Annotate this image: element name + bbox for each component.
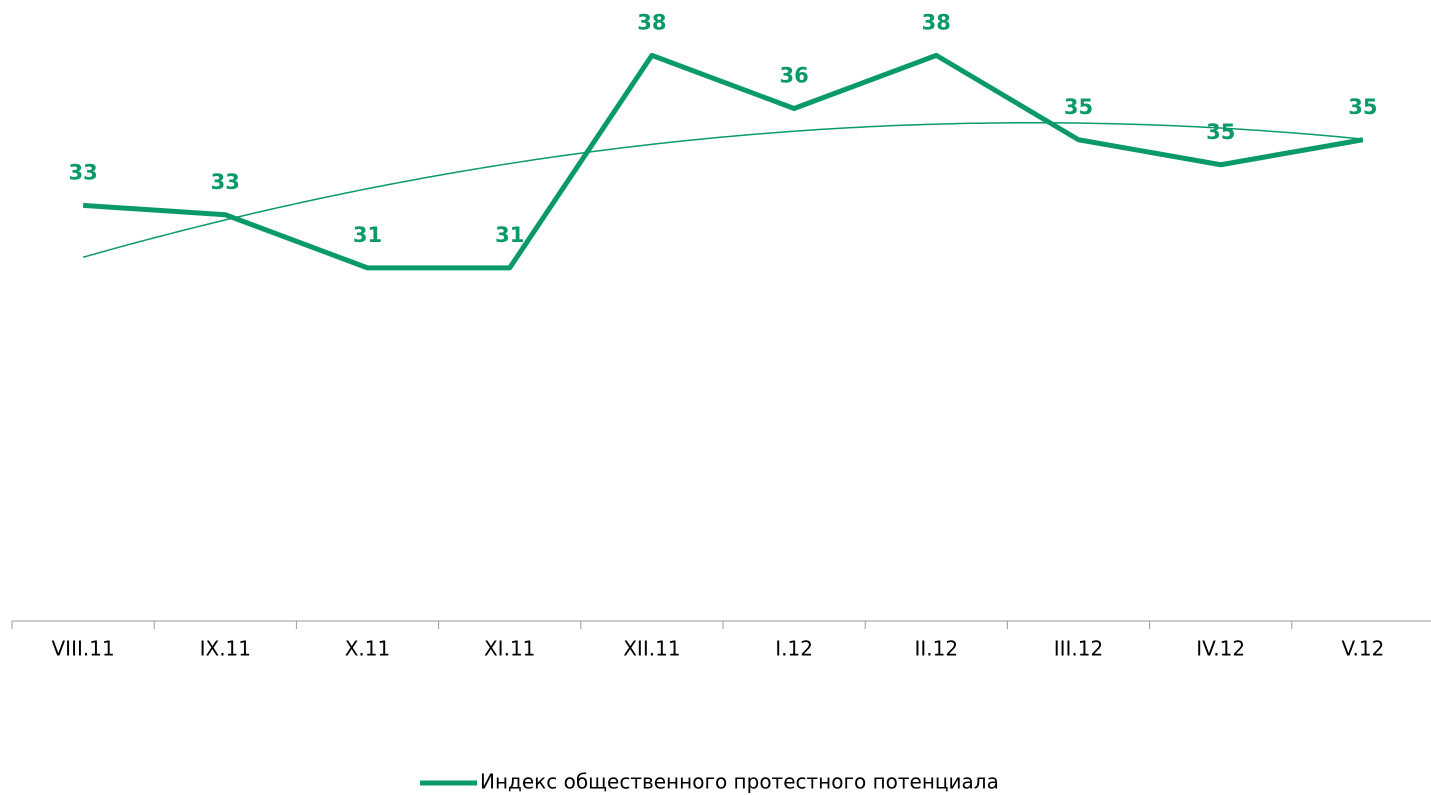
x-tick-label: II.12	[914, 637, 958, 661]
data-label: 35	[1206, 120, 1235, 144]
x-tick-label: VIII.11	[52, 637, 115, 661]
data-label: 38	[637, 10, 666, 34]
legend-label: Индекс общественного протестного потенци…	[480, 770, 999, 794]
x-tick-label: V.12	[1341, 637, 1384, 661]
x-tick-label: IX.11	[200, 637, 251, 661]
x-tick-label: IV.12	[1196, 637, 1245, 661]
data-label: 33	[68, 160, 97, 184]
x-tick-label: I.12	[775, 637, 813, 661]
x-tick-label: X.11	[345, 637, 391, 661]
data-label: 35	[1348, 95, 1377, 119]
data-label: 31	[495, 223, 524, 247]
x-tick-label: XII.11	[623, 637, 680, 661]
data-label: 31	[353, 223, 382, 247]
data-label: 33	[211, 170, 240, 194]
trendline	[82, 122, 1363, 258]
x-tick-label: III.12	[1054, 637, 1104, 661]
data-label: 35	[1064, 95, 1093, 119]
data-label: 36	[779, 64, 808, 88]
series-line	[82, 52, 1364, 271]
data-label: 38	[922, 10, 951, 34]
x-tick-label: XI.11	[484, 637, 535, 661]
